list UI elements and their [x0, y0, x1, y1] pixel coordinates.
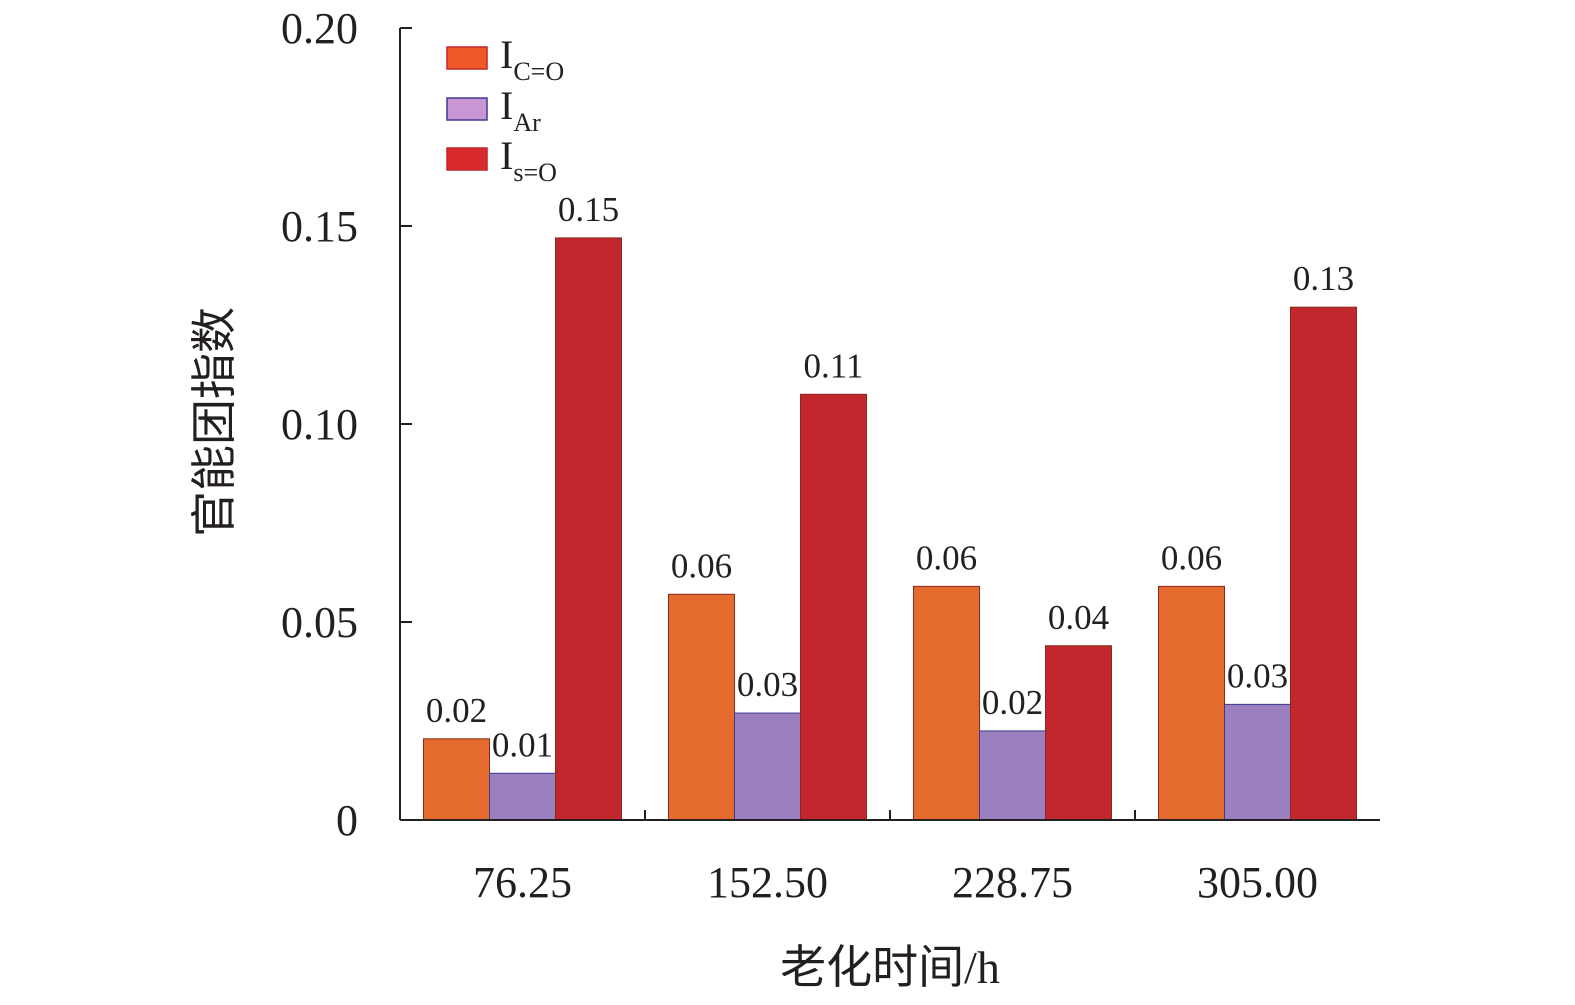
legend-entry-ar: IAr: [446, 83, 541, 137]
y-axis-ticks: 0 0.05 0.10 0.15 0.20: [281, 4, 412, 845]
legend-swatch-ar: [446, 97, 488, 121]
x-axis-ticks: 76.25 152.50 228.75 305.00: [473, 810, 1318, 907]
data-label-ar: 0.01: [492, 725, 553, 764]
data-label-ar: 0.02: [982, 683, 1043, 722]
x-tick-label: 152.50: [707, 858, 828, 907]
x-tick-label: 305.00: [1197, 858, 1318, 907]
legend-swatch-c-o: [446, 46, 488, 70]
legend-entry-c-o: IC=O: [446, 32, 564, 86]
legend: IC=O IAr Is=O: [446, 32, 564, 187]
legend-entry-s-o: Is=O: [446, 133, 557, 187]
legend-label-ar: IAr: [500, 83, 541, 137]
x-axis-title: 老化时间/h: [780, 942, 1000, 993]
x-tick-label: 76.25: [473, 858, 572, 907]
y-tick-label: 0: [336, 796, 358, 845]
bar-s-o-305-00: [1290, 306, 1357, 821]
x-tick-label: 228.75: [952, 858, 1073, 907]
data-label-c-o: 0.06: [916, 538, 977, 577]
bar-ar-305-00: [1224, 703, 1291, 821]
legend-label-s-o: Is=O: [500, 133, 557, 187]
bar-ar-76-25: [489, 772, 556, 821]
data-label-s-o: 0.13: [1293, 259, 1354, 298]
legend-swatch-s-o: [446, 147, 488, 171]
bar-s-o-228-75: [1045, 645, 1112, 821]
data-labels-group: 0.020.010.150.060.030.110.060.020.040.06…: [426, 190, 1354, 764]
y-axis-title: 官能团指数: [189, 307, 240, 537]
bar-ar-152-50: [734, 712, 801, 821]
bar-c-o-228-75: [913, 585, 980, 821]
data-label-ar: 0.03: [1227, 656, 1288, 695]
data-label-ar: 0.03: [737, 665, 798, 704]
plot-area: 0.020.010.150.060.030.110.060.020.040.06…: [423, 190, 1357, 821]
data-label-c-o: 0.06: [671, 546, 732, 585]
data-label-c-o: 0.02: [426, 691, 487, 730]
bar-c-o-76-25: [423, 738, 490, 821]
data-label-s-o: 0.15: [558, 190, 619, 229]
bar-s-o-76-25: [555, 237, 622, 821]
bar-c-o-305-00: [1158, 585, 1225, 821]
bar-s-o-152-50: [800, 393, 867, 821]
data-label-s-o: 0.04: [1048, 598, 1109, 637]
data-label-c-o: 0.06: [1161, 538, 1222, 577]
legend-label-c-o: IC=O: [500, 32, 564, 86]
y-tick-label: 0.05: [281, 598, 358, 647]
y-tick-label: 0.20: [281, 4, 358, 53]
y-tick-label: 0.10: [281, 400, 358, 449]
y-tick-label: 0.15: [281, 202, 358, 251]
bars-group: [423, 237, 1357, 821]
bar-c-o-152-50: [668, 593, 735, 821]
data-label-s-o: 0.11: [804, 346, 864, 385]
bar-ar-228-75: [979, 730, 1046, 821]
